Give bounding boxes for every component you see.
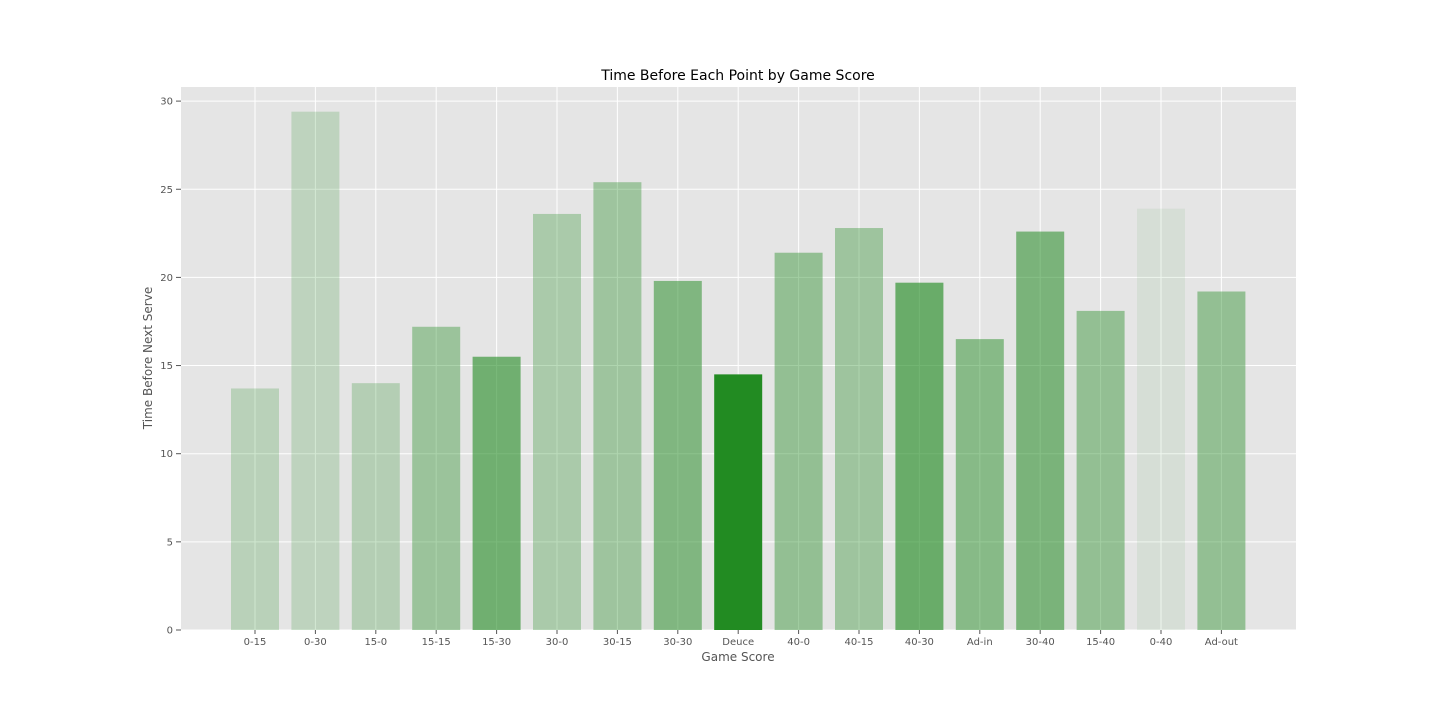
- x-tick-label: 30-40: [1026, 637, 1055, 648]
- bar-30-30: [653, 280, 702, 630]
- x-tick-label: 15-15: [422, 637, 451, 648]
- y-tick-label: 5: [167, 537, 173, 548]
- bar-ad-out: [1197, 291, 1246, 630]
- bar-15-40: [1076, 310, 1125, 630]
- x-tick-label: 0-40: [1150, 637, 1173, 648]
- y-tick-label: 10: [160, 449, 173, 460]
- y-tick-label: 30: [160, 97, 173, 108]
- x-tick-label: 0-15: [244, 637, 267, 648]
- bar-30-40: [1016, 231, 1065, 630]
- x-tick-label: 30-15: [603, 637, 632, 648]
- x-tick-label: Deuce: [722, 637, 754, 648]
- bar-deuce: [714, 374, 763, 630]
- y-axis-title: Time Before Next Serve: [141, 287, 155, 430]
- y-tick-label: 0: [167, 626, 173, 637]
- bar-40-0: [774, 252, 823, 631]
- x-tick-label: Ad-in: [967, 637, 993, 648]
- x-tick-label: 15-30: [482, 637, 511, 648]
- bar-40-30: [895, 282, 944, 630]
- bar-0-30: [291, 111, 340, 630]
- x-tick-label: 40-0: [787, 637, 810, 648]
- x-tick-label: 15-40: [1086, 637, 1115, 648]
- x-tick-label: 0-30: [304, 637, 327, 648]
- axis-ticks: 0 5 10 15 20 25 30 0-15 0-30 15-0 15-15 15-30 30-0 30…: [160, 97, 1238, 648]
- bar-0-15: [231, 388, 279, 630]
- x-tick-label: 40-30: [905, 637, 934, 648]
- bar-30-15: [593, 182, 642, 630]
- x-tick-label: 15-0: [364, 637, 387, 648]
- bar-40-15: [835, 228, 883, 631]
- bar-15-0: [351, 383, 400, 630]
- bar-15-30: [472, 356, 521, 630]
- x-tick-label: 40-15: [844, 637, 873, 648]
- chart-title: Time Before Each Point by Game Score: [600, 68, 875, 84]
- x-axis-title: Game Score: [701, 650, 774, 664]
- bar-0-40: [1137, 208, 1185, 630]
- y-tick-label: 20: [160, 273, 173, 284]
- y-tick-label: 25: [160, 185, 173, 196]
- bar-ad-in: [955, 339, 1004, 630]
- x-tick-label: 30-30: [663, 637, 692, 648]
- bar-30-0: [533, 213, 581, 630]
- x-tick-label: Ad-out: [1205, 637, 1238, 648]
- y-tick-label: 15: [160, 361, 173, 372]
- bars: [231, 111, 1246, 631]
- bar-15-15: [412, 326, 461, 630]
- x-tick-label: 30-0: [546, 637, 569, 648]
